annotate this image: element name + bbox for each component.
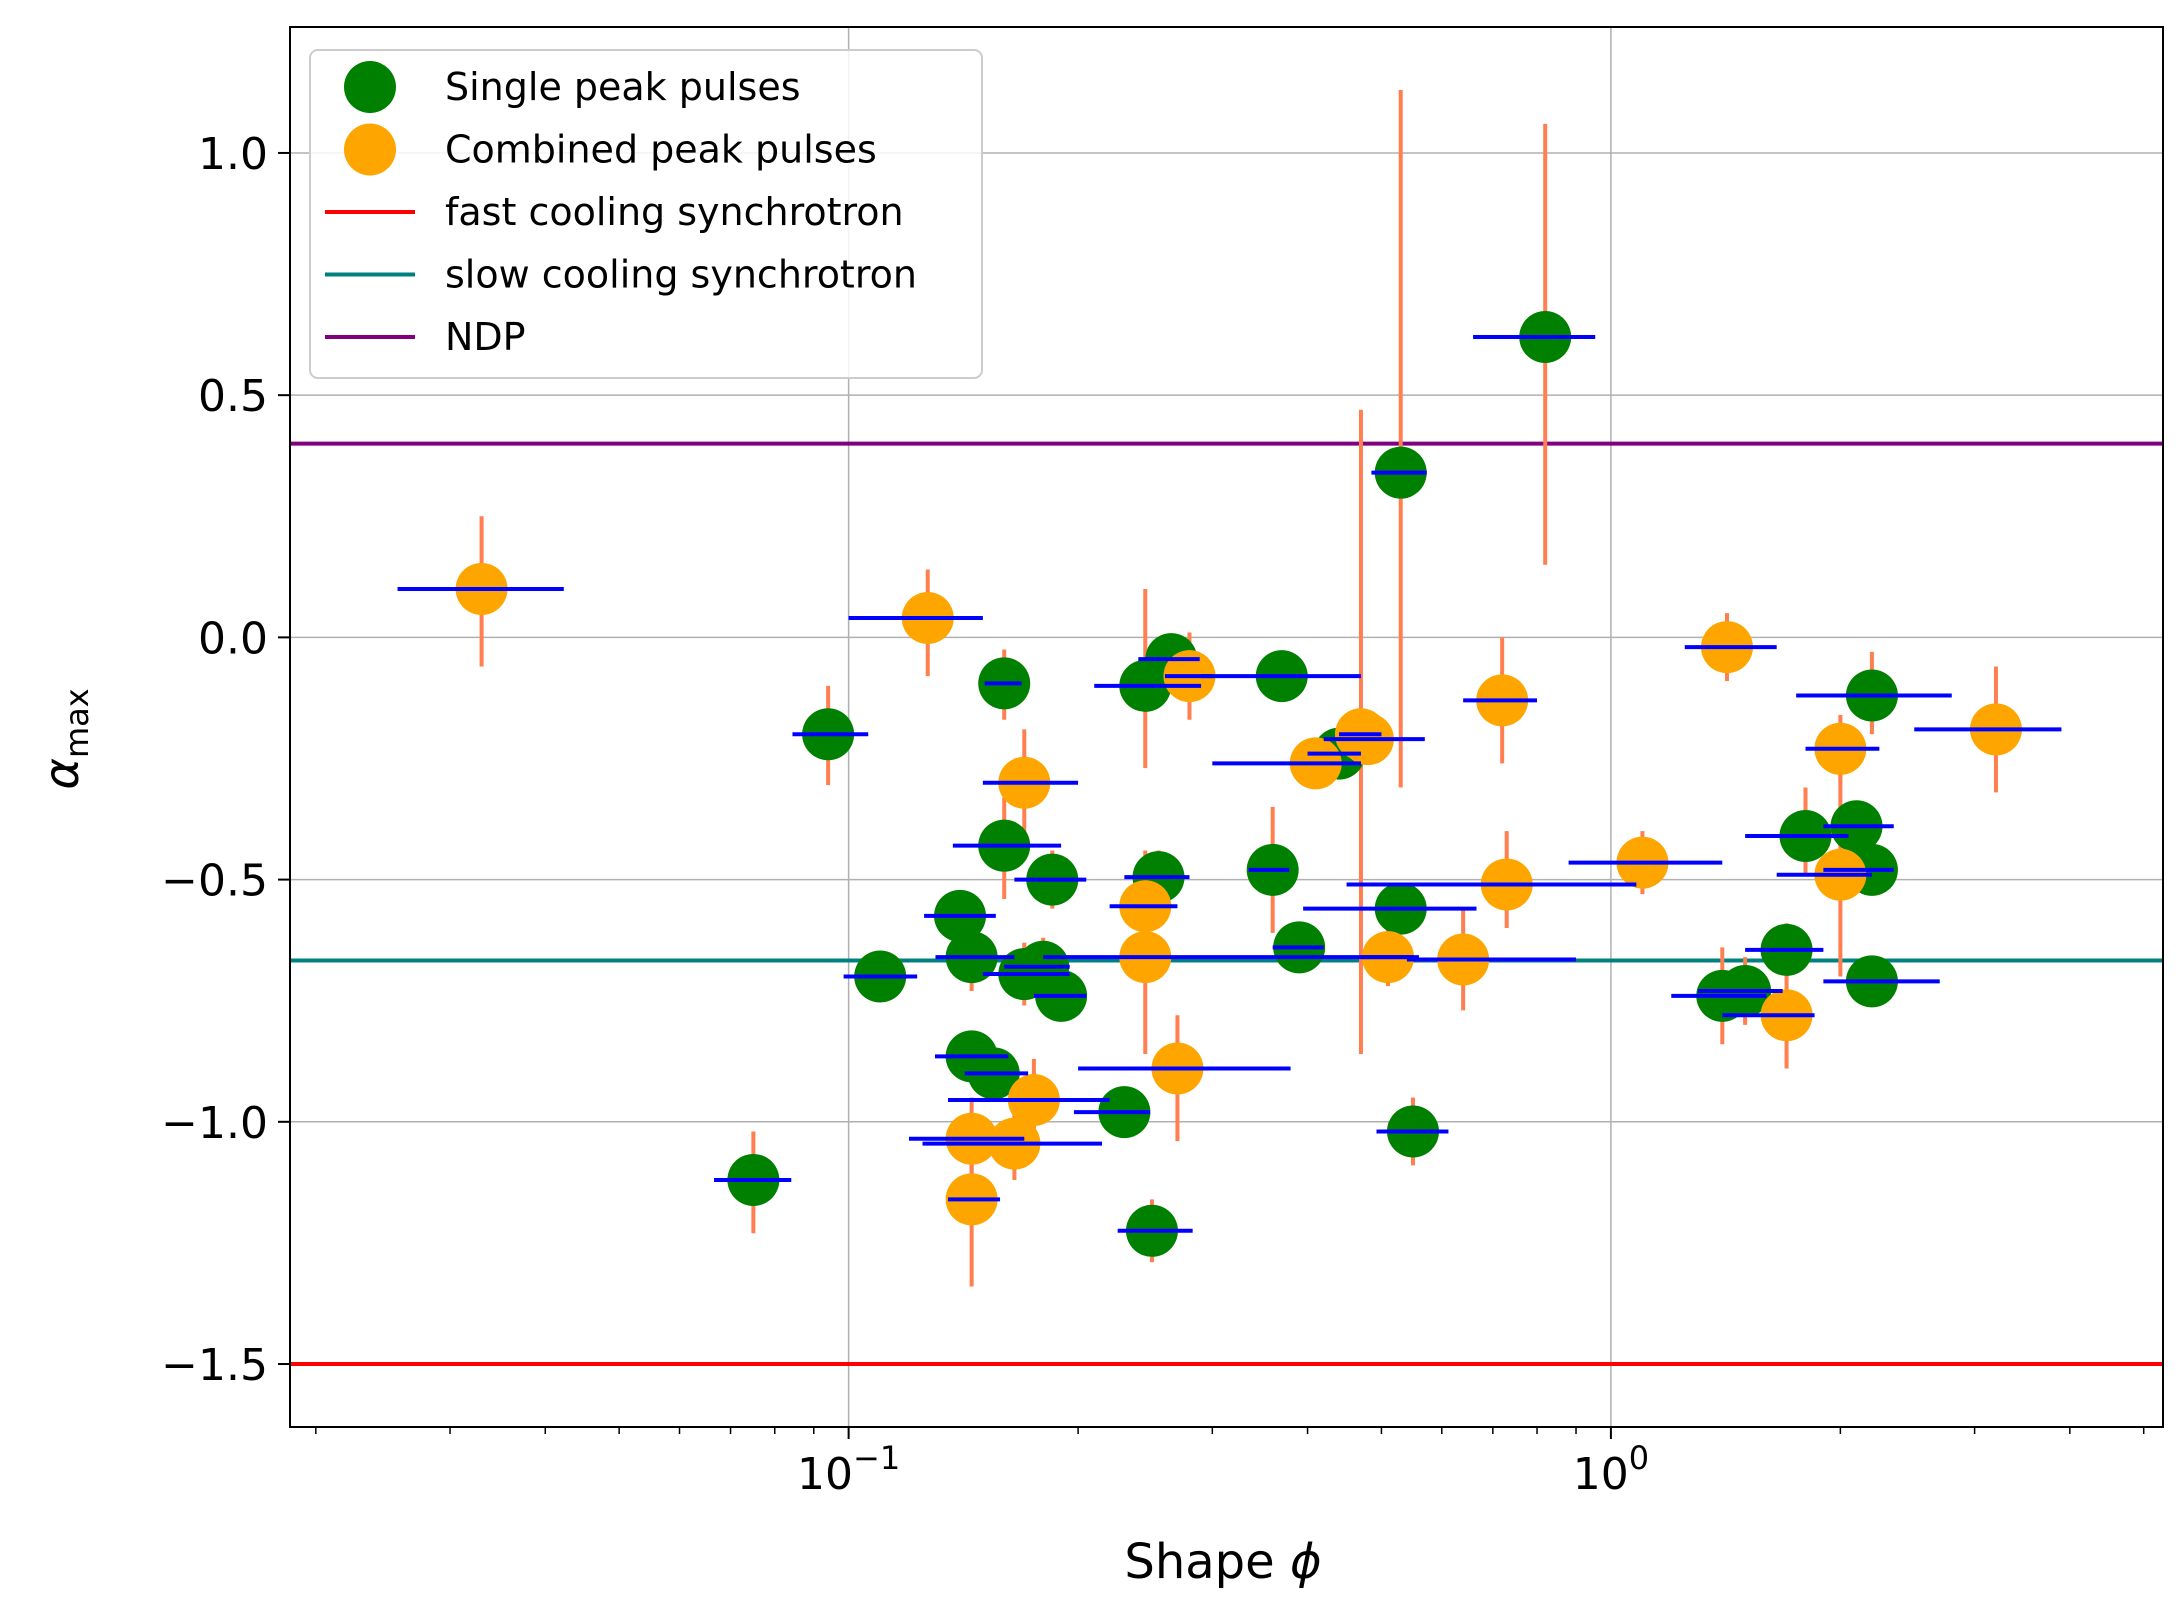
y-tick-label: −1.0 [161, 1098, 268, 1149]
legend-box [309, 49, 983, 379]
legend-marker [344, 61, 396, 113]
reference-lines [290, 441, 2163, 1367]
x-axis-label-text: Shape [1124, 1534, 1290, 1590]
x-tick-label: 10−1 [797, 1439, 900, 1500]
y-tick-label: 1.0 [198, 129, 268, 180]
y-axis-label-sub: max [58, 688, 96, 758]
plot-frame [289, 26, 2164, 1428]
legend-label: Combined peak pulses [445, 128, 877, 172]
legend-marker [344, 123, 396, 176]
x-tick-label: 100 [1573, 1439, 1649, 1500]
y-axis-label: αmax [34, 688, 96, 789]
y-axis-label-main: α [34, 758, 90, 790]
legend-label: fast cooling synchrotron [445, 190, 904, 234]
y-tick-label: 0.0 [198, 613, 268, 664]
y-tick-label: 0.5 [198, 371, 268, 422]
x-error-bars [397, 335, 2062, 1233]
x-axis-label-symbol: ϕ [1290, 1534, 1322, 1590]
legend-label: Single peak pulses [445, 65, 801, 109]
y-tick-label: −1.5 [161, 1340, 268, 1391]
legend: Single peak pulses Combined peak pulses fa… [309, 49, 983, 379]
data-points [455, 311, 2022, 1257]
legend-label: slow cooling synchrotron [445, 253, 917, 297]
axis-ticks: 1.0 0.5 0.0 −0.5 −1.0 −1.5 10−1 100 [161, 129, 2145, 1500]
y-tick-label: −0.5 [161, 856, 268, 907]
legend-label: NDP [445, 315, 526, 359]
x-axis-label: Shape ϕ [1124, 1534, 1321, 1590]
